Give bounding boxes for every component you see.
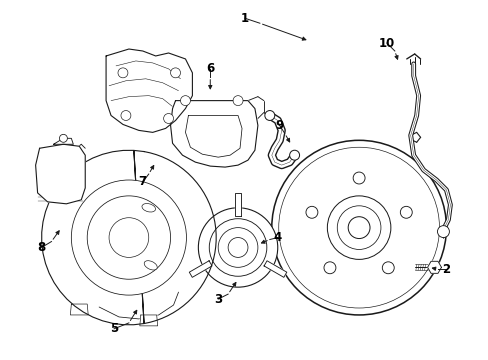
Circle shape (305, 206, 317, 218)
Circle shape (400, 206, 411, 218)
Circle shape (60, 134, 67, 142)
Circle shape (71, 180, 186, 295)
Polygon shape (36, 144, 85, 204)
Circle shape (264, 111, 274, 121)
Polygon shape (106, 49, 192, 132)
Circle shape (118, 68, 128, 78)
Text: 5: 5 (110, 322, 118, 336)
Circle shape (218, 228, 257, 267)
Circle shape (109, 218, 148, 257)
Circle shape (437, 226, 448, 238)
Circle shape (352, 172, 365, 184)
Circle shape (289, 150, 299, 160)
Circle shape (337, 206, 380, 249)
Circle shape (209, 219, 266, 276)
Circle shape (198, 208, 277, 287)
Circle shape (121, 111, 131, 121)
Text: 7: 7 (139, 175, 146, 189)
Circle shape (233, 96, 243, 105)
Ellipse shape (142, 203, 155, 212)
Circle shape (170, 68, 180, 78)
Circle shape (163, 113, 173, 123)
Polygon shape (140, 315, 157, 326)
Text: 8: 8 (38, 241, 45, 254)
Polygon shape (53, 138, 73, 144)
Polygon shape (189, 261, 212, 277)
Circle shape (278, 147, 439, 308)
Text: 10: 10 (378, 37, 394, 50)
Polygon shape (264, 261, 286, 277)
Circle shape (271, 140, 446, 315)
Text: 4: 4 (273, 231, 281, 244)
Circle shape (347, 217, 369, 239)
Circle shape (228, 238, 247, 257)
Ellipse shape (144, 261, 157, 270)
Polygon shape (427, 261, 441, 273)
Polygon shape (170, 100, 257, 167)
Text: 3: 3 (214, 293, 222, 306)
Text: 9: 9 (275, 119, 283, 132)
Circle shape (87, 196, 170, 279)
Text: 2: 2 (442, 263, 449, 276)
Circle shape (382, 262, 393, 274)
Polygon shape (41, 150, 216, 325)
Text: 6: 6 (206, 62, 214, 75)
Circle shape (326, 196, 390, 260)
Circle shape (324, 262, 335, 274)
Circle shape (180, 96, 190, 105)
Polygon shape (70, 304, 88, 315)
Polygon shape (185, 116, 242, 157)
Polygon shape (235, 193, 241, 216)
Text: 1: 1 (241, 12, 248, 25)
